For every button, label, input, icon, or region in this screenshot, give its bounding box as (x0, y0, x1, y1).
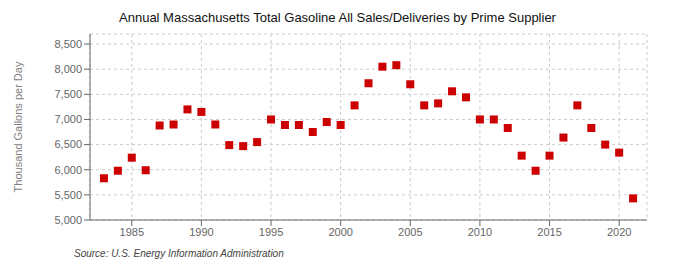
svg-text:6,500: 6,500 (54, 138, 82, 150)
svg-text:6,000: 6,000 (54, 164, 82, 176)
html-text:Annual Massachusetts Total Gas: Annual Massachusetts Total Gasoline All … (119, 10, 556, 25)
html-text:Source: U.S. Energy Informatio: Source: U.S. Energy Information Administ… (74, 248, 284, 259)
svg-text:Thousand Gallons per Day: Thousand Gallons per Day (12, 61, 24, 192)
svg-text:1990: 1990 (189, 226, 213, 238)
svg-text:2000: 2000 (328, 226, 352, 238)
svg-text:2020: 2020 (607, 226, 631, 238)
svg-text:5,500: 5,500 (54, 189, 82, 201)
svg-text:8,000: 8,000 (54, 63, 82, 75)
svg-text:2005: 2005 (398, 226, 422, 238)
svg-text:5,000: 5,000 (54, 214, 82, 226)
svg-text:7,500: 7,500 (54, 88, 82, 100)
svg-text:2015: 2015 (537, 226, 561, 238)
svg-text:7,000: 7,000 (54, 113, 82, 125)
svg-text:1985: 1985 (120, 226, 144, 238)
svg-text:8,500: 8,500 (54, 38, 82, 50)
svg-text:2010: 2010 (468, 226, 492, 238)
svg-text:1995: 1995 (259, 226, 283, 238)
